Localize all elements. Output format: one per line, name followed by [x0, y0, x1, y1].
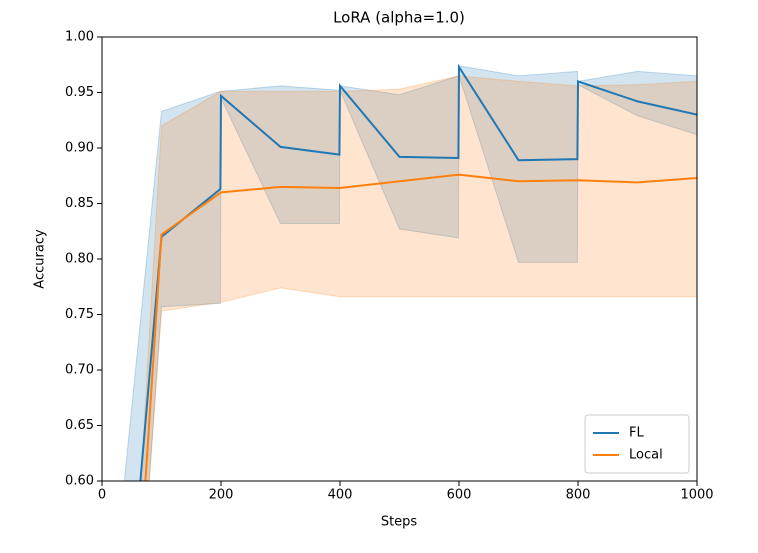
line [139, 63, 697, 481]
y-tick-label: 0.95 [65, 85, 94, 100]
y-tick-label: 0.75 [65, 307, 94, 322]
confidence-band [140, 75, 697, 481]
x-tick-label: 400 [328, 488, 353, 503]
y-tick-label: 0.85 [65, 196, 94, 211]
y-tick-label: 0.70 [65, 363, 94, 378]
plot-area [123, 63, 697, 481]
line [144, 173, 697, 481]
y-axis-label: Accuracy [33, 229, 48, 289]
x-tick-label: 200 [209, 488, 234, 503]
x-tick-label: 800 [566, 488, 591, 503]
x-tick-label: 600 [447, 488, 472, 503]
y-tick-label: 0.80 [65, 252, 94, 267]
y-tick-label: 1.00 [65, 30, 94, 45]
x-tick-label: 0 [98, 488, 106, 503]
chart-title: LoRA (alpha=1.0) [333, 9, 465, 27]
legend-label: FL [629, 426, 644, 441]
y-tick-label: 0.90 [65, 141, 94, 156]
x-tick-label: 1000 [680, 488, 713, 503]
x-axis-label: Steps [381, 515, 418, 530]
y-tick-label: 0.65 [65, 418, 94, 433]
y-tick-label: 0.60 [65, 474, 94, 489]
legend-label: Local [629, 448, 663, 463]
legend-box [584, 414, 690, 474]
